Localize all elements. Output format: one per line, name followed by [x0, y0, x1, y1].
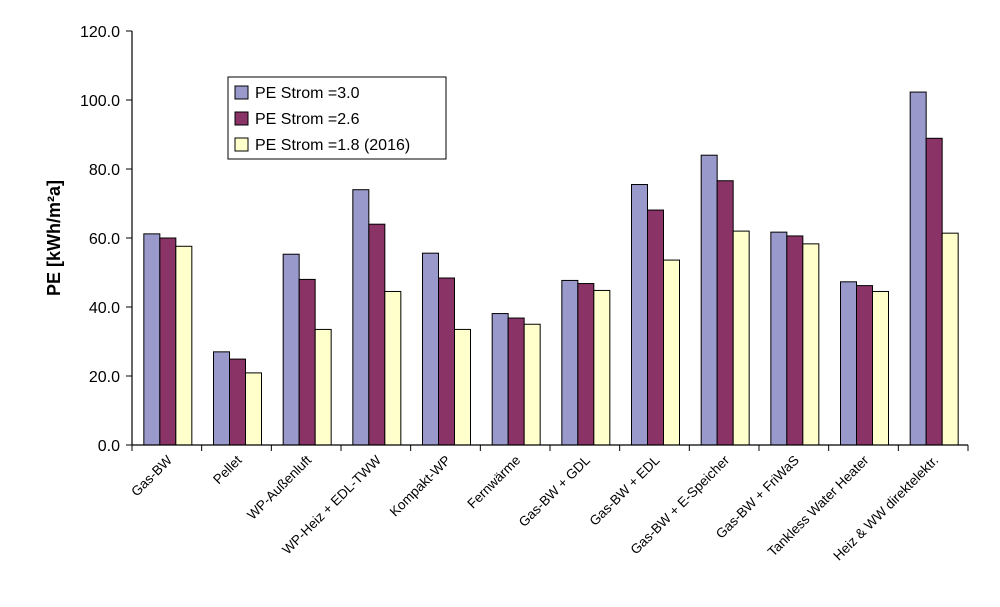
bar: [352, 189, 370, 446]
legend-swatch: [234, 137, 249, 152]
x-category-label: Fernwärme: [464, 453, 523, 512]
bar: [716, 180, 734, 446]
x-category-label: WP-Außenluft: [244, 452, 314, 522]
bar: [143, 233, 161, 446]
y-tick-label: 120.0: [80, 24, 120, 41]
y-tick-label: 60.0: [89, 231, 120, 248]
bars: [143, 91, 959, 446]
y-tick-label: 80.0: [89, 162, 120, 179]
bar: [438, 277, 455, 446]
bar: [384, 290, 402, 446]
bar: [802, 243, 820, 446]
bar: [663, 259, 680, 446]
bar: [856, 285, 873, 446]
y-axis-title: PE [kWh/m²a]: [44, 180, 64, 296]
legend-label: PE Strom =3.0: [255, 85, 360, 102]
y-tick-label: 40.0: [89, 300, 120, 317]
bar: [631, 184, 648, 446]
bar: [507, 317, 525, 446]
legend-label: PE Strom =1.8 (2016): [255, 137, 410, 154]
bar: [577, 283, 595, 446]
y-axis-ticks: 0.0 20.0 40.0 60.0 80.0 100.0 120.0: [80, 24, 132, 455]
bar: [298, 278, 316, 446]
bar: [925, 137, 943, 446]
bar: [491, 313, 509, 446]
bar: [593, 289, 611, 446]
bar: [368, 223, 386, 446]
bar: [786, 235, 804, 446]
bar: [229, 358, 246, 446]
x-category-label: Kompakt-WP: [387, 453, 454, 520]
bar: [872, 290, 889, 446]
x-category-label: Gas-BW + GDL: [516, 452, 594, 530]
x-category-label: Pellet: [210, 452, 245, 487]
bar: [840, 281, 857, 446]
bar: [213, 351, 230, 446]
bar: [561, 279, 579, 446]
bar: [282, 253, 300, 446]
legend-box: [227, 76, 447, 160]
bar: [523, 323, 541, 446]
x-category-label: Gas-BW + EDL: [586, 452, 662, 528]
bar: [909, 91, 927, 446]
x-category-label: Gas-BW: [128, 452, 175, 499]
bar: [732, 230, 750, 446]
bar: [314, 328, 332, 446]
bar: [454, 328, 471, 446]
bar: [770, 231, 788, 446]
y-tick-label: 100.0: [80, 93, 120, 110]
bar: [175, 245, 193, 446]
y-tick-label: 20.0: [89, 369, 120, 386]
legend-swatch: [234, 85, 249, 100]
bar: [245, 372, 262, 446]
legend-label: PE Strom =2.6: [255, 111, 360, 128]
bar: [422, 252, 439, 446]
bar: [647, 209, 664, 446]
legend: PE Strom =3.0 PE Strom =2.6 PE Strom =1.8 …: [227, 76, 447, 160]
y-tick-label: 0.0: [98, 438, 120, 455]
axes: [131, 31, 969, 451]
legend-swatch: [234, 111, 249, 126]
bar: [159, 237, 177, 446]
bar: [700, 154, 718, 446]
bar: [941, 232, 959, 446]
